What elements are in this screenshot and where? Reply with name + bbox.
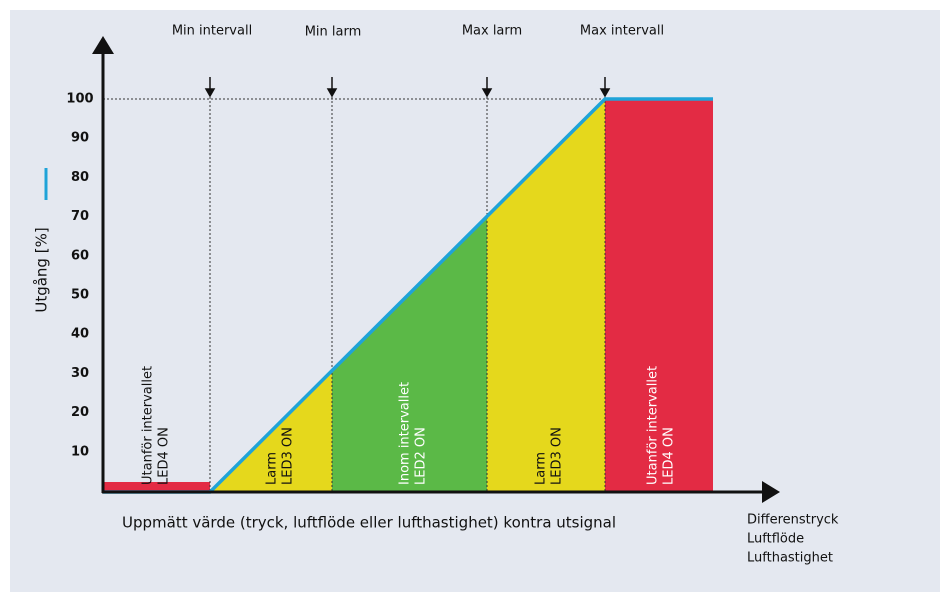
y-tick-label: 10 [71, 444, 89, 459]
y-tick-label: 40 [71, 327, 89, 342]
region-label: LED4 ON [662, 427, 677, 485]
region-label: LED4 ON [157, 427, 172, 485]
y-tick-label: 30 [71, 366, 89, 381]
region-within [332, 216, 487, 492]
y-tick-label: 90 [71, 131, 89, 146]
region-label: LED3 ON [550, 427, 565, 485]
marker-arrows [204, 77, 611, 98]
region-outside-high [605, 99, 713, 492]
region-label: Utanför intervallet [646, 366, 661, 485]
y-tick-label: 20 [71, 405, 89, 420]
region-label: LED2 ON [414, 427, 429, 485]
marker-label: Min intervall [172, 24, 252, 39]
region-label: Inom intervallet [398, 382, 413, 485]
marker-label: Min larm [305, 25, 362, 40]
marker-label: Max larm [462, 24, 522, 39]
region-label: LED3 ON [281, 427, 296, 485]
region-alarm-high [487, 99, 605, 492]
x-axis-label: Lufthastighet [747, 551, 833, 566]
x-axis-label: Luftflöde [747, 532, 804, 547]
y-tick-label: 70 [71, 209, 89, 224]
region-outside-low [103, 482, 210, 492]
y-tick-label: 60 [71, 248, 89, 263]
marker-label: Max intervall [580, 24, 664, 39]
y-axis-arrow [92, 36, 114, 54]
x-axis-caption: Uppmätt värde (tryck, luftflöde eller lu… [122, 514, 616, 532]
region-label: Larm [534, 452, 549, 485]
region-label: Larm [265, 452, 280, 485]
y-tick-label: 100 [66, 92, 93, 107]
y-axis-label: Utgång [%] [33, 227, 51, 312]
x-axis-label: Differenstryck [747, 513, 839, 528]
y-tick-label: 80 [71, 170, 89, 185]
region-label: Utanför intervallet [141, 366, 156, 485]
y-tick-label: 50 [71, 288, 89, 303]
x-axis-arrow [762, 481, 780, 503]
